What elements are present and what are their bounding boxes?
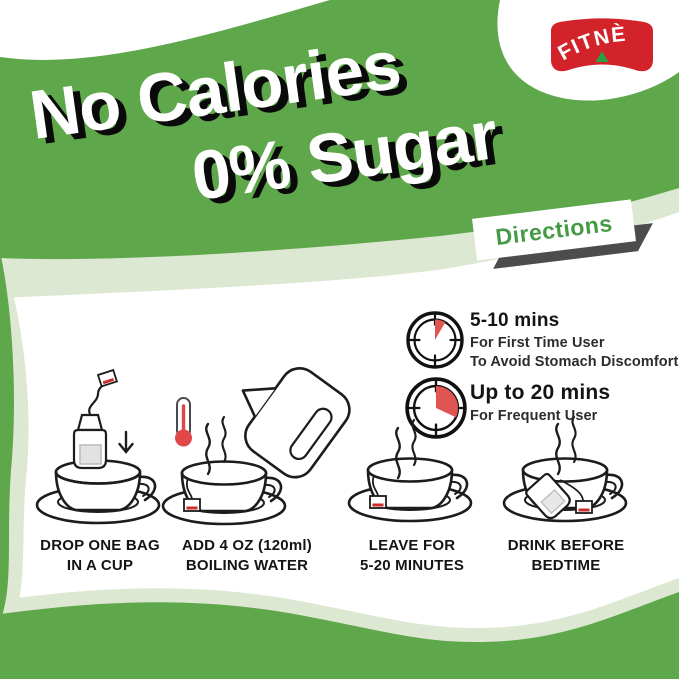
step4-caption-line2: BEDTIME [531, 557, 601, 575]
step4-caption: DRINK BEFORE BEDTIME [478, 536, 654, 577]
brew-time-frequent: Up to 20 mins For Frequent User [470, 381, 610, 424]
step2-caption-line1: ADD 4 OZ (120ml) [182, 537, 312, 554]
logo-ribbon-shape [551, 18, 653, 72]
bottom-wave-green [0, 592, 679, 679]
fitne-logo: FITNÈ [551, 18, 653, 72]
step1-caption-line2: IN A CUP [66, 557, 134, 575]
brew-duration: Up to 20 mins [470, 381, 611, 404]
step3-caption-line2: 5-20 MINUTES [359, 557, 465, 575]
step2-caption: ADD 4 OZ (120ml) BOILING WATER [159, 536, 335, 577]
step1-caption: DROP ONE BAG IN A CUP [12, 536, 188, 577]
brew-audience: For First Time User [470, 335, 605, 351]
step3-caption-line1: LEAVE FOR [368, 537, 456, 554]
step3-caption: LEAVE FOR 5-20 MINUTES [324, 536, 500, 577]
left-border-green [0, 252, 14, 622]
directions-label: Directions [494, 209, 614, 250]
step1-caption-line1: DROP ONE BAG [40, 537, 160, 554]
step2-caption-line2: BOILING WATER [185, 557, 309, 575]
step4-caption-line1: DRINK BEFORE [507, 537, 625, 554]
brew-note: To Avoid Stomach Discomfort [470, 354, 679, 370]
brew-duration: 5-10 mins [470, 310, 560, 331]
brew-time-first: 5-10 mins For First Time User To Avoid S… [470, 310, 678, 370]
brew-audience: For Frequent User [470, 408, 598, 424]
logo-leaf-icon [595, 51, 609, 62]
